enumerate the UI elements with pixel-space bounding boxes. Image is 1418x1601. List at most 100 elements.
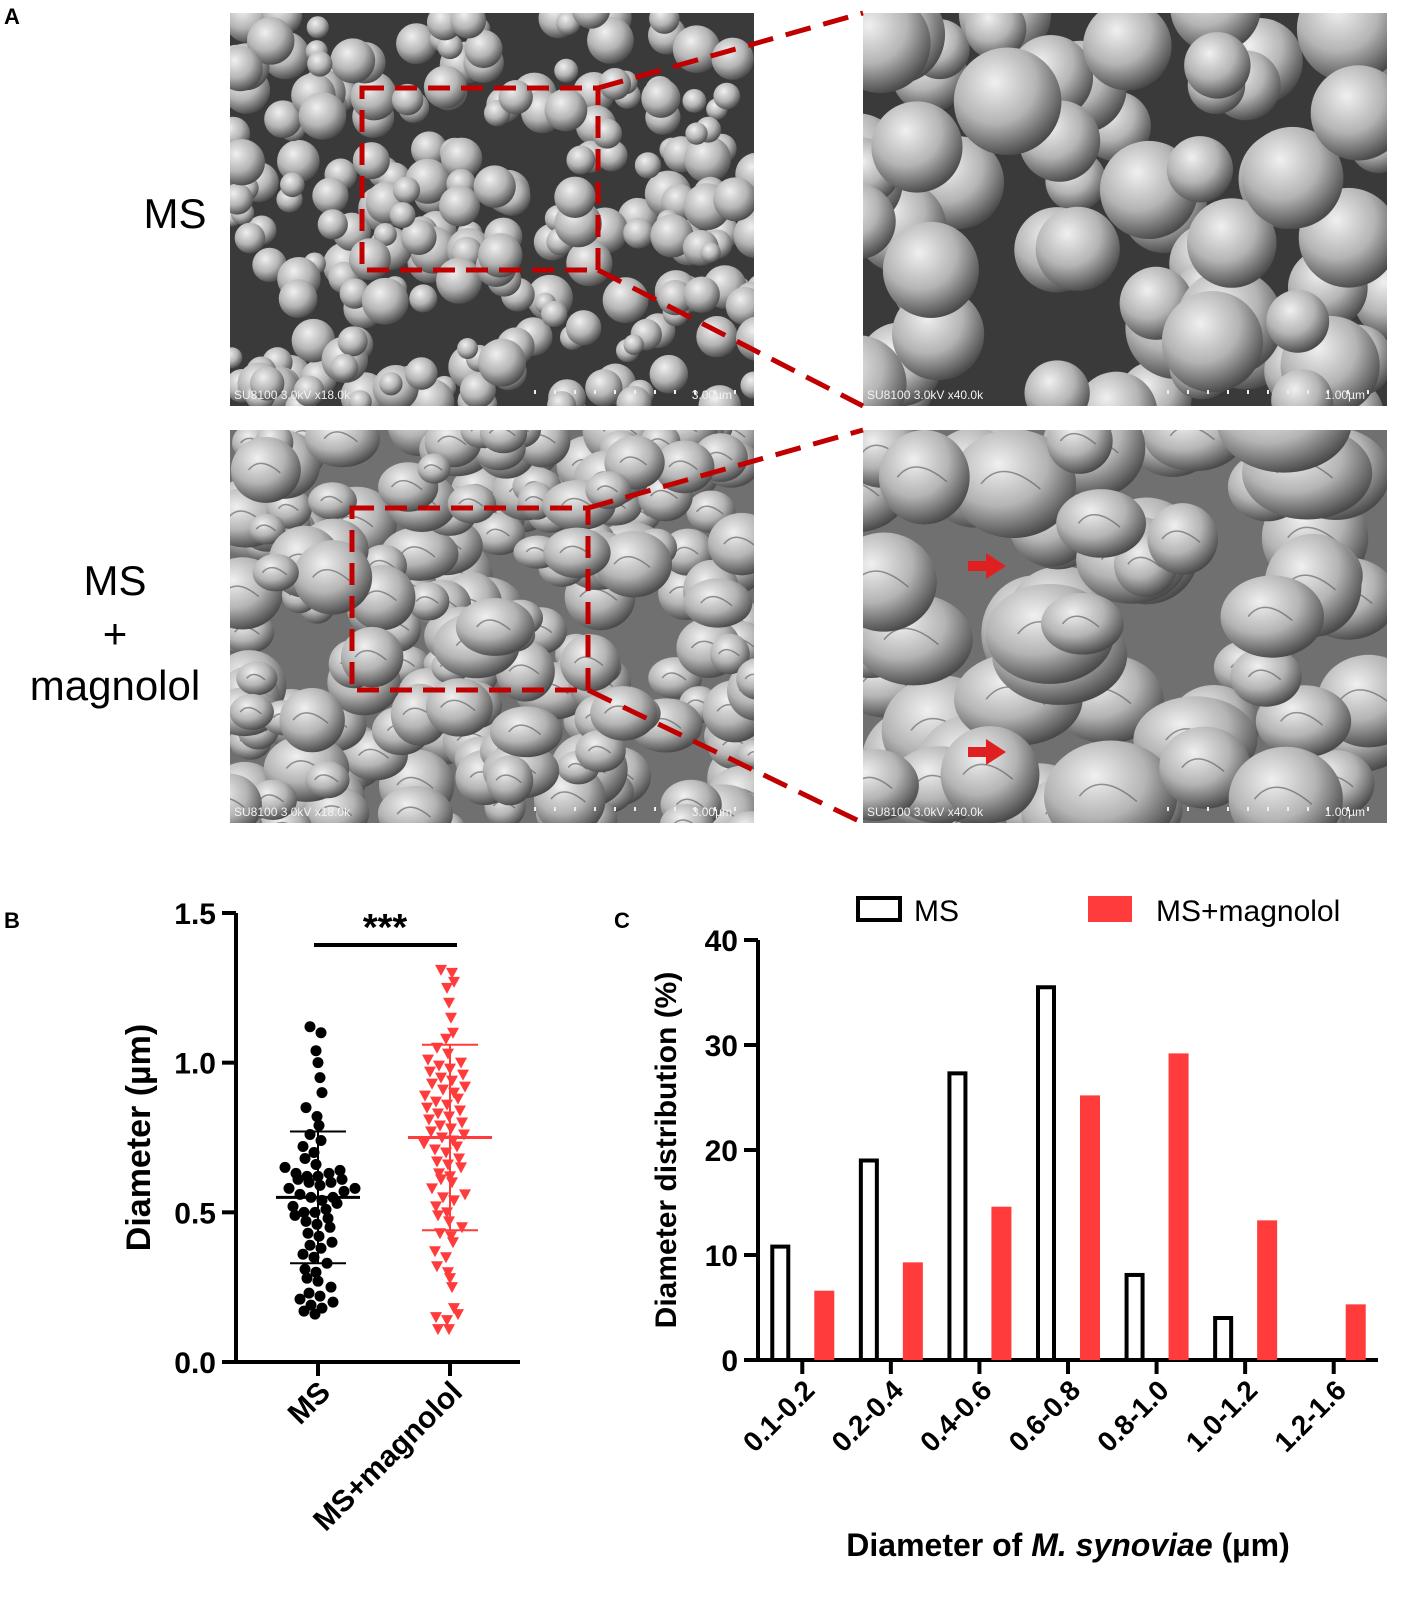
cell-fold [423,464,443,471]
cell-fold [674,546,699,555]
data-point [326,1236,338,1248]
cell-shape [293,375,325,406]
y-axis-label: Diameter distribution (%) [650,972,683,1329]
sem-caption: SU8100 3.0kV x18.0k [234,805,351,819]
cell-shape [1271,369,1334,406]
cell-fold [396,806,432,818]
data-point [430,1201,442,1213]
data-point [297,1248,309,1260]
data-point [308,1146,320,1158]
data-point [310,1045,322,1057]
cell-shape [1228,746,1343,823]
cell-shape [878,430,970,525]
cell-shape [479,430,528,454]
data-point [433,1060,445,1072]
data-point [324,1221,336,1233]
bar-ms-magnolol [902,1262,923,1360]
cell-fold [396,776,434,789]
data-point [349,1182,361,1194]
cell-fold [1253,786,1313,805]
cell-fold [508,724,542,736]
data-point [455,1162,467,1174]
cell-fold [1127,556,1162,568]
data-point [418,1138,430,1150]
data-point [454,1105,466,1117]
data-point [299,1152,311,1164]
data-point [313,1120,325,1132]
x-tick-label: 1.2-1.6 [1268,1374,1352,1458]
cell-fold [613,556,651,568]
bar-ms [1213,1316,1234,1362]
data-point [437,1084,449,1096]
data-point [421,1102,433,1114]
y-tick-label: 0 [721,1345,738,1378]
data-point [316,1302,328,1314]
y-tick-label: 30 [705,1030,738,1063]
cell-shape [1241,126,1344,229]
cell-fold [239,706,262,715]
bar-ms-magnolol [1345,1304,1366,1360]
row-label-line: MS [143,190,207,237]
data-point [431,1261,443,1273]
bar-ms [858,1158,879,1362]
data-point [425,1126,437,1138]
bar-ms-magnolol [1080,1095,1100,1360]
cell-shape [1186,198,1277,288]
data-point [299,1263,311,1275]
cell-shape [623,217,654,249]
data-point [445,1012,457,1024]
data-point [294,1293,306,1305]
cell-fold [390,479,423,491]
cell-shape [1166,136,1234,203]
y-tick-label: 1.0 [174,1048,216,1081]
bar-ms [1036,985,1056,1362]
cell-shape [304,430,380,468]
cell-shape [863,749,919,821]
data-point [445,1231,457,1243]
cell-fold [883,627,939,646]
cell-fold [259,794,285,803]
cell-shape [234,222,266,254]
cell-shape [379,372,403,396]
data-point [301,1170,313,1182]
cell-shape [1266,289,1330,353]
cell-shape [417,453,451,484]
cell-shape [733,212,754,259]
cell-shape [450,13,487,39]
sem-texture [863,13,1387,406]
cell-fold [896,466,948,483]
x-tick-label: 0.2-0.4 [826,1374,910,1458]
cell-shape [230,773,262,823]
cell-shape [236,661,278,696]
cell-shape [1035,206,1120,291]
bar-ms [1124,1272,1145,1362]
data-point [435,1072,447,1084]
data-point [305,1299,317,1311]
cell-fold [1059,432,1097,445]
data-point [429,1144,441,1156]
sem-caption: SU8100 3.0kV x40.0k [867,388,984,402]
cell-fold [1181,758,1225,773]
cell-shape [409,284,438,313]
cell-fold [1078,783,1138,802]
cell-shape [330,38,376,84]
data-point [443,997,455,1009]
cell-fold [744,673,754,680]
sem-scale-label: 1.00µm [1324,388,1365,402]
row-label-line: magnolol [29,662,201,709]
cell-fold [1077,514,1121,528]
cell-shape [264,100,302,139]
scale-bar [1167,390,1369,394]
cell-shape [950,430,1077,539]
bar-ms-magnolol [814,1290,835,1360]
x-tick-label: 0.4-0.6 [914,1374,998,1458]
cell-fold [292,712,329,724]
x-axis-label: Diameter of M. synoviae (µm) [846,1527,1289,1563]
cell-shape [277,139,320,183]
bar-ms [770,1244,791,1362]
x-tick-label: 0.6-0.8 [1003,1374,1087,1458]
y-tick-label: 20 [705,1135,738,1168]
cell-shape [863,183,896,259]
data-point [304,1021,316,1033]
